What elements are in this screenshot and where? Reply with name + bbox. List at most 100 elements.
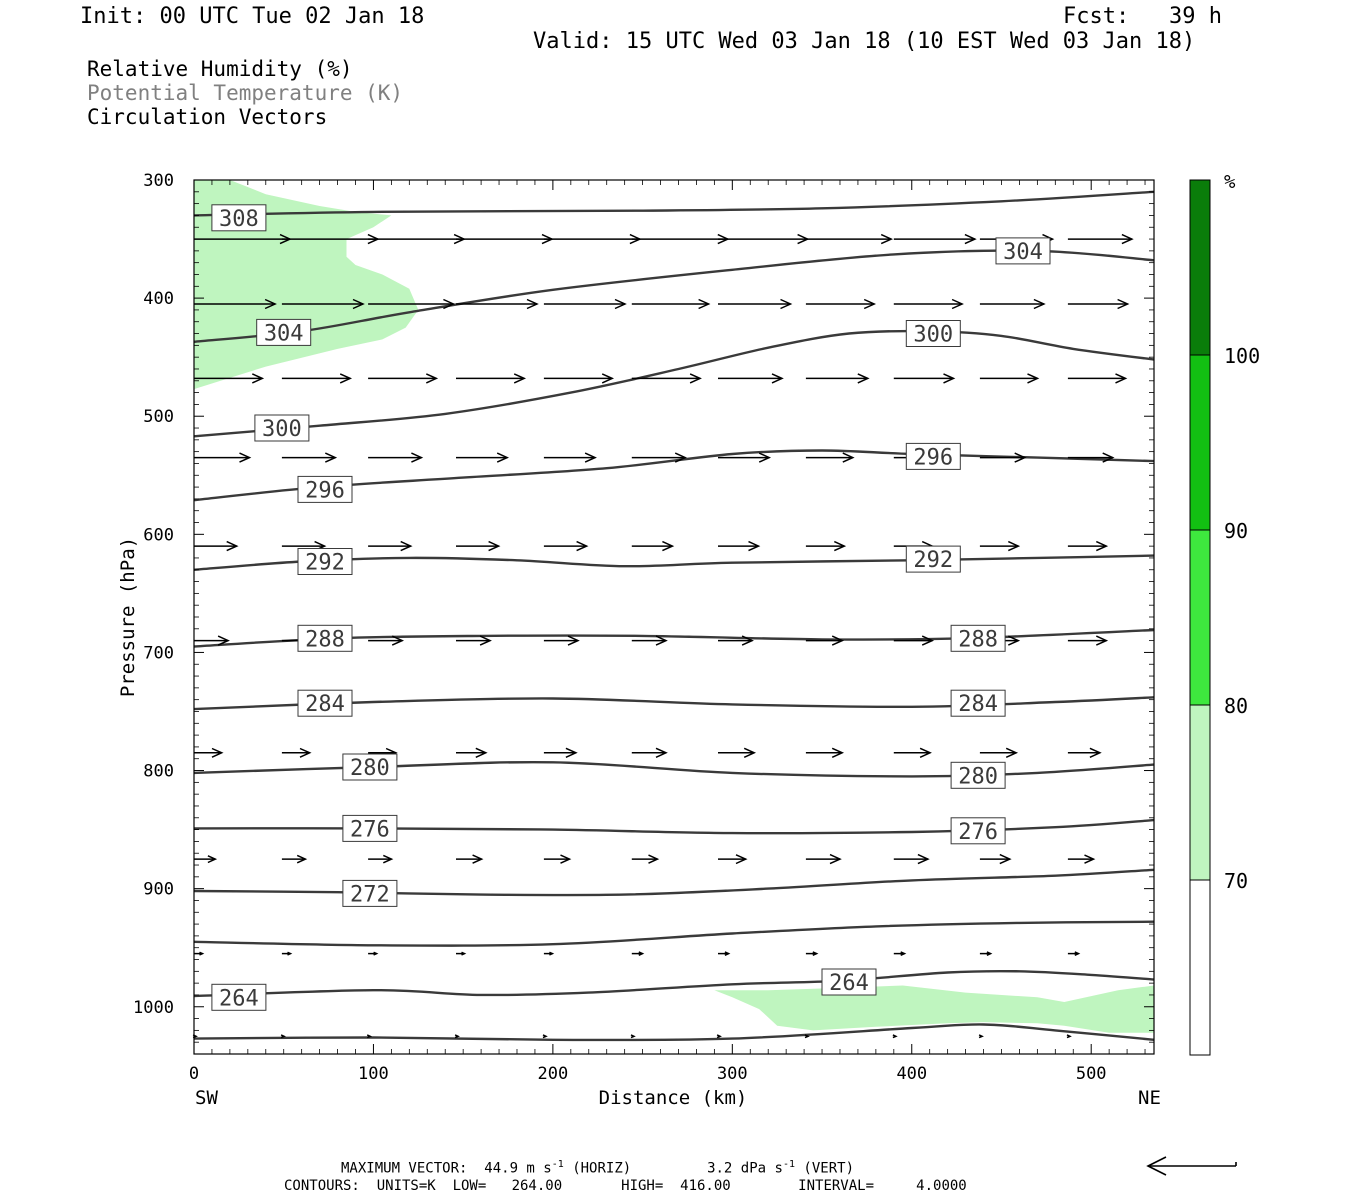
- vector-head: [741, 635, 754, 646]
- vector-875-6: [718, 854, 748, 865]
- label-text: 284: [958, 692, 998, 717]
- vector-1025-9: [978, 1034, 984, 1039]
- vector-head: [724, 951, 731, 956]
- vector-405-7: [805, 298, 877, 310]
- vector-head: [689, 373, 702, 384]
- vector-955-3: [456, 951, 467, 956]
- vector-head: [921, 635, 935, 646]
- isentrope-300: [193, 329, 1155, 438]
- vector-head: [919, 747, 932, 758]
- label-box: [211, 983, 267, 1011]
- label-text: 296: [913, 445, 953, 470]
- label-text: 284: [305, 692, 345, 717]
- vector-468-1: [281, 373, 353, 384]
- vector-955-4: [543, 951, 555, 956]
- vector-535-7: [805, 452, 855, 463]
- vector-head: [842, 452, 855, 463]
- isentrope-264: [193, 969, 1155, 998]
- vector-875-8: [893, 853, 930, 865]
- vector-535-1: [281, 452, 338, 463]
- vector-610-9: [979, 540, 1021, 552]
- vector-405-6: [718, 298, 793, 310]
- vector-head: [567, 635, 580, 646]
- vector-head: [1033, 298, 1046, 310]
- y-tick-label: 800: [143, 762, 174, 782]
- legend-theta: Potential Temperature (K): [87, 81, 404, 105]
- vector-head: [542, 1034, 548, 1039]
- vector-head: [917, 853, 930, 865]
- vector-head: [496, 452, 510, 463]
- max-vector-vert-exponent: -1: [782, 1159, 795, 1170]
- vector-head: [943, 373, 956, 384]
- vector-head: [829, 853, 842, 865]
- vector-head: [443, 298, 456, 310]
- y-tick-label: 600: [143, 525, 174, 545]
- isentrope-label-296-6: 296: [905, 442, 961, 470]
- vector-head: [400, 540, 413, 552]
- vector-350-10: [1067, 233, 1134, 245]
- vector-405-4: [543, 298, 627, 310]
- colorbar-frame: [1189, 179, 1211, 1056]
- init-time: Init: 00 UTC Tue 02 Jan 18: [80, 4, 425, 29]
- vector-875-4: [543, 854, 572, 864]
- isentrope-268: [193, 920, 1155, 947]
- label-box: [821, 968, 877, 996]
- vector-785-8: [893, 747, 932, 758]
- vector-head: [391, 635, 405, 646]
- label-text: 288: [305, 627, 345, 652]
- y-axis-title: Pressure (hPa): [117, 537, 139, 697]
- colorbar-segment-90: [1190, 355, 1210, 530]
- vector-690-0: [194, 635, 230, 646]
- vector-head: [199, 951, 205, 956]
- vector-head: [373, 951, 379, 956]
- vector-785-0: [194, 747, 224, 758]
- vector-head: [296, 854, 308, 864]
- colorbar-segment-below: [1190, 880, 1210, 1055]
- vector-head: [1102, 452, 1115, 463]
- isentrope-label-296-5: 296: [297, 475, 353, 503]
- vector-785-7: [805, 747, 845, 758]
- vector-1025-5: [630, 1034, 636, 1039]
- label-box: [950, 624, 1006, 652]
- vector-head: [560, 854, 572, 864]
- vector-690-7: [805, 635, 845, 646]
- vector-955-8: [893, 951, 907, 956]
- vector-405-5: [631, 298, 711, 310]
- vector-690-10: [1067, 635, 1109, 646]
- vector-955-2: [368, 951, 379, 956]
- vector-head: [771, 373, 784, 384]
- vector-head: [366, 1034, 373, 1039]
- vector-955-0: [194, 951, 205, 956]
- vector-535-9: [979, 452, 1027, 463]
- isentrope-label-288-10: 288: [950, 624, 1006, 652]
- vector-head: [461, 951, 467, 956]
- max-vector-horiz: MAXIMUM VECTOR: 44.9 m s: [341, 1160, 552, 1177]
- vector-610-10: [1067, 540, 1109, 552]
- label-box: [342, 753, 398, 781]
- vector-head: [1027, 373, 1040, 384]
- vector-405-0: [194, 298, 277, 310]
- isentrope-label-layer: 308 304 304 300 300 296 296 292 292 288 288 284 284 2…: [211, 204, 1051, 1011]
- vector-head: [698, 298, 711, 310]
- vector-1025-8: [892, 1034, 898, 1039]
- vector-head: [748, 540, 761, 552]
- vector-1025-1: [280, 1034, 286, 1039]
- vector-535-6: [718, 452, 772, 463]
- label-box: [297, 689, 353, 717]
- label-text: 272: [350, 882, 390, 907]
- vector-head: [1089, 747, 1102, 758]
- isentrope-label-272-17: 272: [342, 879, 398, 907]
- vector-head: [978, 1034, 984, 1039]
- label-box: [905, 320, 961, 347]
- vector-head: [655, 747, 668, 758]
- vector-690-2: [368, 635, 405, 646]
- isentrope-label-284-12: 284: [950, 689, 1006, 717]
- isentrope-label-300-3: 300: [905, 320, 961, 348]
- vector-1025-2: [366, 1034, 373, 1039]
- vector-955-7: [805, 951, 819, 956]
- x-end-label-left: SW: [195, 1087, 218, 1109]
- vector-head: [226, 540, 239, 552]
- x-end-label-right: NE: [1138, 1087, 1161, 1109]
- vector-head: [251, 373, 265, 384]
- label-box: [254, 414, 310, 442]
